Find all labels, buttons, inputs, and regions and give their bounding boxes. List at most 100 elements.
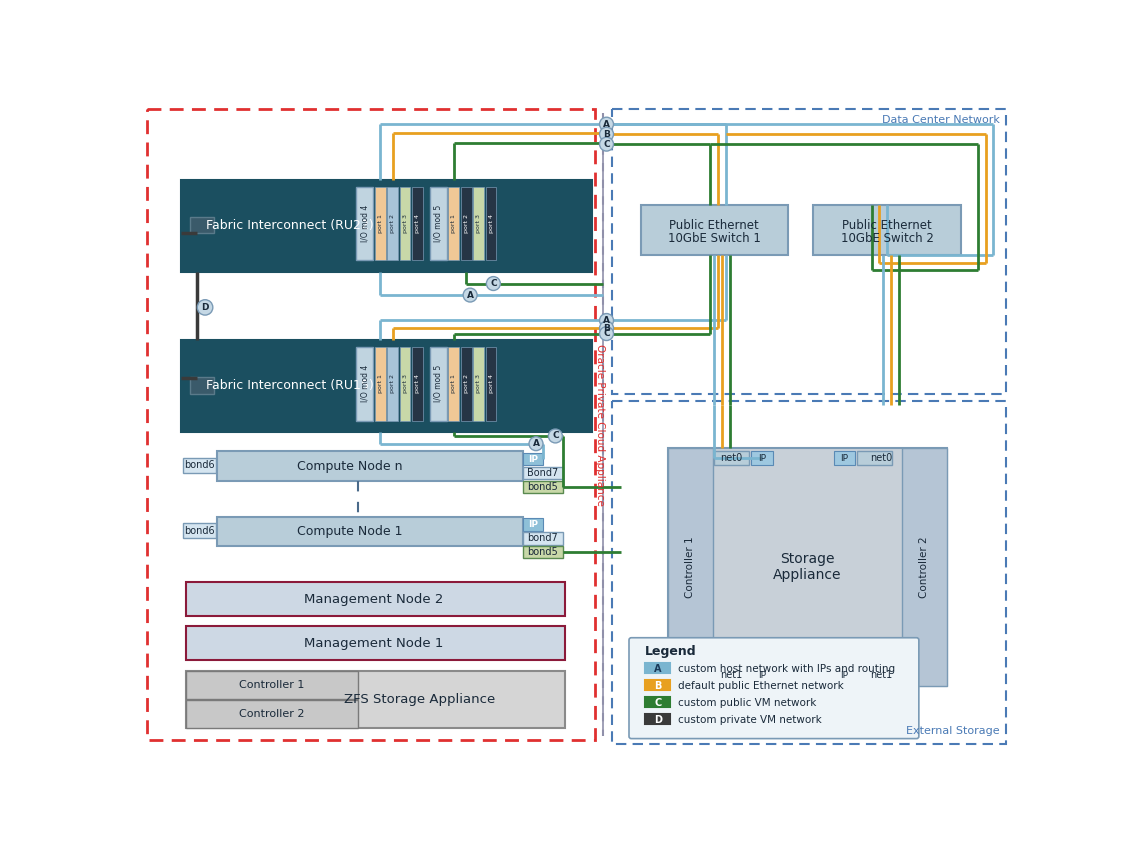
- Text: port 2: port 2: [390, 374, 395, 393]
- Bar: [430, 348, 447, 421]
- Text: C: C: [552, 431, 558, 440]
- Bar: [641, 205, 788, 255]
- Bar: [461, 187, 472, 260]
- Bar: [186, 583, 565, 616]
- Text: C: C: [654, 698, 661, 708]
- Text: 10GbE Switch 1: 10GbE Switch 1: [668, 232, 761, 244]
- Bar: [148, 109, 595, 740]
- Text: port 4: port 4: [489, 374, 493, 393]
- Text: port 1: port 1: [452, 374, 456, 393]
- Text: Compute Node 1: Compute Node 1: [297, 525, 403, 538]
- Bar: [184, 523, 216, 538]
- Bar: [857, 669, 892, 682]
- Text: I/O mod 4: I/O mod 4: [360, 365, 369, 402]
- Text: 10GbE Switch 2: 10GbE Switch 2: [841, 232, 933, 244]
- Text: Storage: Storage: [780, 552, 834, 566]
- Bar: [387, 348, 399, 421]
- Text: B: B: [604, 323, 610, 333]
- Bar: [356, 187, 373, 260]
- Circle shape: [599, 322, 614, 335]
- Bar: [375, 187, 385, 260]
- Text: net0: net0: [869, 453, 892, 463]
- Text: IP: IP: [758, 671, 767, 680]
- Text: I/O mod 4: I/O mod 4: [360, 205, 369, 242]
- Bar: [522, 481, 563, 493]
- Bar: [645, 697, 670, 707]
- Text: C: C: [490, 279, 497, 288]
- Bar: [190, 376, 214, 394]
- Text: bond6: bond6: [185, 525, 215, 536]
- Bar: [645, 663, 670, 673]
- Circle shape: [599, 313, 614, 328]
- Text: A: A: [533, 440, 539, 448]
- Bar: [611, 402, 1006, 744]
- Bar: [668, 448, 713, 686]
- Bar: [186, 671, 358, 699]
- Text: I/O mod 5: I/O mod 5: [434, 365, 443, 402]
- Bar: [216, 517, 522, 546]
- Text: port 3: port 3: [402, 214, 408, 233]
- Text: bond7: bond7: [528, 533, 558, 543]
- Text: ZFS Storage Appliance: ZFS Storage Appliance: [345, 693, 495, 706]
- Bar: [645, 714, 670, 724]
- Text: External Storage: External Storage: [905, 727, 1000, 736]
- Text: IP: IP: [840, 454, 849, 463]
- Bar: [412, 348, 423, 421]
- Text: Fabric Interconnect (RU15): Fabric Interconnect (RU15): [206, 380, 374, 392]
- Text: A: A: [604, 120, 610, 129]
- Bar: [857, 451, 892, 466]
- Text: port 4: port 4: [414, 214, 420, 233]
- Circle shape: [197, 300, 213, 315]
- Text: port 3: port 3: [476, 214, 481, 233]
- Text: custom public VM network: custom public VM network: [678, 698, 816, 708]
- Text: B: B: [654, 681, 661, 691]
- Text: Public Ethernet: Public Ethernet: [842, 219, 932, 232]
- Text: D: D: [202, 303, 208, 312]
- Text: Management Node 1: Management Node 1: [304, 637, 443, 650]
- Text: Compute Node n: Compute Node n: [297, 460, 403, 472]
- Text: A: A: [466, 290, 474, 300]
- Bar: [632, 640, 917, 736]
- Text: Bond7: Bond7: [527, 468, 558, 478]
- Text: default public Ethernet network: default public Ethernet network: [678, 681, 843, 691]
- Text: port 4: port 4: [489, 214, 493, 233]
- Text: Public Ethernet: Public Ethernet: [669, 219, 759, 232]
- Bar: [645, 680, 670, 690]
- Text: IP: IP: [840, 671, 849, 680]
- Bar: [522, 519, 543, 530]
- Bar: [473, 187, 484, 260]
- Text: C: C: [604, 140, 610, 149]
- Bar: [186, 700, 358, 727]
- Bar: [485, 348, 497, 421]
- Circle shape: [599, 127, 614, 141]
- Text: IP: IP: [758, 454, 767, 463]
- FancyBboxPatch shape: [629, 637, 919, 738]
- Bar: [611, 109, 1006, 394]
- Text: port 3: port 3: [476, 374, 481, 393]
- Text: Controller 2: Controller 2: [239, 709, 304, 719]
- Bar: [751, 669, 774, 682]
- Bar: [522, 532, 563, 545]
- Text: port 1: port 1: [452, 214, 456, 233]
- Text: bond5: bond5: [528, 482, 558, 492]
- Bar: [400, 187, 411, 260]
- Bar: [522, 453, 543, 466]
- Text: C: C: [604, 329, 610, 338]
- Bar: [473, 348, 484, 421]
- Bar: [412, 187, 423, 260]
- Bar: [216, 451, 522, 481]
- Text: IP: IP: [528, 520, 538, 529]
- Bar: [448, 187, 459, 260]
- Text: bond5: bond5: [528, 547, 558, 557]
- Text: net0: net0: [721, 453, 742, 463]
- Text: Controller 1: Controller 1: [239, 679, 304, 690]
- Text: Controller 2: Controller 2: [919, 536, 929, 598]
- Text: port 3: port 3: [402, 374, 408, 393]
- Bar: [668, 448, 947, 686]
- Bar: [522, 466, 563, 479]
- Text: bond6: bond6: [185, 461, 215, 470]
- Text: B: B: [604, 130, 610, 139]
- Bar: [400, 348, 411, 421]
- Text: I/O mod 5: I/O mod 5: [434, 205, 443, 242]
- Text: port 2: port 2: [390, 214, 395, 233]
